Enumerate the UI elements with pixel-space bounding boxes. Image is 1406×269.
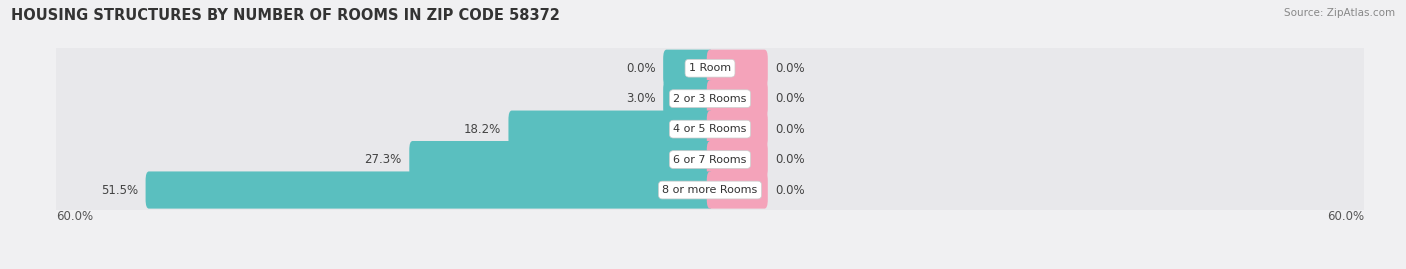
FancyBboxPatch shape: [707, 171, 768, 208]
Text: 8 or more Rooms: 8 or more Rooms: [662, 185, 758, 195]
FancyBboxPatch shape: [53, 62, 1367, 135]
Text: 3.0%: 3.0%: [626, 92, 655, 105]
FancyBboxPatch shape: [409, 141, 713, 178]
FancyBboxPatch shape: [707, 141, 768, 178]
Text: 60.0%: 60.0%: [56, 210, 93, 223]
Text: 0.0%: 0.0%: [776, 62, 806, 75]
Text: 2 or 3 Rooms: 2 or 3 Rooms: [673, 94, 747, 104]
FancyBboxPatch shape: [664, 50, 713, 87]
Text: 0.0%: 0.0%: [626, 62, 655, 75]
Text: 51.5%: 51.5%: [101, 183, 138, 197]
FancyBboxPatch shape: [146, 171, 713, 208]
FancyBboxPatch shape: [53, 32, 1367, 104]
FancyBboxPatch shape: [53, 93, 1367, 165]
FancyBboxPatch shape: [707, 50, 768, 87]
Text: 6 or 7 Rooms: 6 or 7 Rooms: [673, 155, 747, 165]
FancyBboxPatch shape: [707, 80, 768, 117]
Text: 27.3%: 27.3%: [364, 153, 402, 166]
Text: 0.0%: 0.0%: [776, 92, 806, 105]
FancyBboxPatch shape: [707, 111, 768, 148]
Text: 1 Room: 1 Room: [689, 63, 731, 73]
Text: Source: ZipAtlas.com: Source: ZipAtlas.com: [1284, 8, 1395, 18]
Text: 0.0%: 0.0%: [776, 153, 806, 166]
Text: 18.2%: 18.2%: [464, 123, 501, 136]
FancyBboxPatch shape: [509, 111, 713, 148]
Text: 60.0%: 60.0%: [1327, 210, 1364, 223]
Text: 0.0%: 0.0%: [776, 123, 806, 136]
FancyBboxPatch shape: [53, 123, 1367, 196]
FancyBboxPatch shape: [664, 80, 713, 117]
Text: 0.0%: 0.0%: [776, 183, 806, 197]
Text: HOUSING STRUCTURES BY NUMBER OF ROOMS IN ZIP CODE 58372: HOUSING STRUCTURES BY NUMBER OF ROOMS IN…: [11, 8, 560, 23]
Text: 4 or 5 Rooms: 4 or 5 Rooms: [673, 124, 747, 134]
FancyBboxPatch shape: [53, 154, 1367, 226]
